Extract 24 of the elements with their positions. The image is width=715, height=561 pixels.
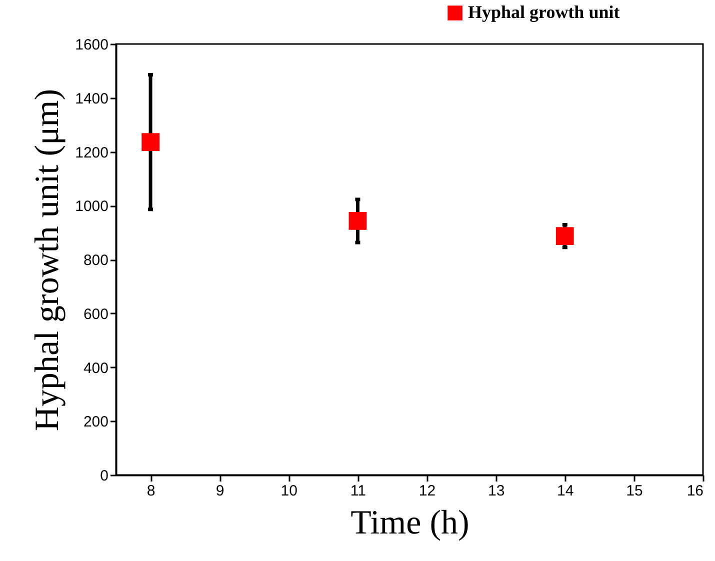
- y-tick-label: 600: [83, 306, 108, 323]
- x-tick-label: 13: [488, 482, 505, 500]
- point: [556, 227, 574, 246]
- y-tick-label: 1200: [75, 144, 108, 162]
- y-tick-label: 1000: [75, 198, 108, 216]
- y-tick-label: 0: [100, 468, 108, 484]
- x-tick-label: 8: [146, 482, 156, 500]
- y-tick-label: 1400: [75, 90, 108, 108]
- y-axis-title: Hyphal growth unit (μm): [29, 88, 66, 432]
- y-tick-label: 800: [83, 252, 108, 269]
- point: [348, 212, 367, 230]
- y-tick-label: 1600: [75, 36, 108, 54]
- x-tick-label: 10: [280, 482, 298, 500]
- x-tick-label: 9: [216, 482, 224, 500]
- x-tick-label: 16: [686, 482, 704, 500]
- x-tick-label: 12: [418, 482, 436, 500]
- y-tick-label: 200: [83, 414, 108, 431]
- x-tick-label: 14: [557, 482, 574, 500]
- legend-label: Hyphal growth unit: [468, 2, 620, 22]
- x-tick-label: 11: [350, 482, 366, 500]
- y-tick-label: 400: [83, 360, 108, 377]
- x-tick-label: 15: [626, 482, 643, 500]
- x-axis-title: Time (h): [350, 504, 470, 542]
- point: [142, 133, 160, 151]
